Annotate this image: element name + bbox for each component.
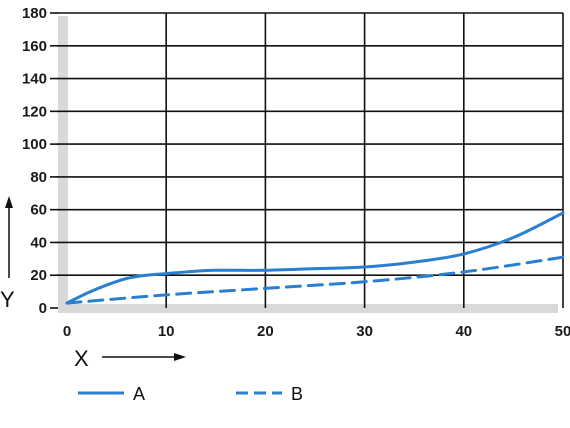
y-axis-title: Y — [0, 287, 15, 312]
x-tick-label-10: 10 — [158, 323, 175, 340]
axis-bands — [58, 16, 558, 313]
grid-lines — [57, 12, 564, 308]
x-axis-title: X — [74, 346, 89, 371]
series-line-a — [65, 211, 565, 305]
y-tick-label-80: 80 — [30, 169, 47, 186]
y-tick-label-160: 160 — [22, 38, 47, 55]
series-line-b — [65, 255, 565, 305]
x-tick-label-20: 20 — [257, 323, 274, 340]
y-tick-label-0: 0 — [39, 300, 47, 317]
y-tick-label-40: 40 — [30, 234, 47, 251]
y-tick-label-20: 20 — [30, 267, 47, 284]
y-tick-label-140: 140 — [22, 71, 47, 88]
legend: A B — [78, 384, 303, 404]
x-tick-label-30: 30 — [356, 323, 373, 340]
series-layer — [65, 211, 565, 305]
x-tick-label-40: 40 — [455, 323, 472, 340]
tick-labels: 0 20 40 60 80 100 120 140 160 180 0 10 20 30 40 50 — [22, 5, 570, 340]
y-tick-label-120: 120 — [22, 103, 47, 120]
y-tick-label-100: 100 — [22, 136, 47, 153]
x-axis-arrow — [102, 353, 186, 361]
x-axis-band — [58, 304, 558, 313]
y-axis-arrow — [5, 196, 13, 278]
legend-label-b: B — [291, 384, 303, 404]
y-tick-label-60: 60 — [30, 202, 47, 219]
legend-label-a: A — [133, 384, 145, 404]
y-axis-band — [58, 16, 68, 312]
x-tick-label-0: 0 — [63, 323, 71, 340]
y-tick-label-180: 180 — [22, 5, 47, 22]
x-tick-label-50: 50 — [555, 323, 570, 340]
